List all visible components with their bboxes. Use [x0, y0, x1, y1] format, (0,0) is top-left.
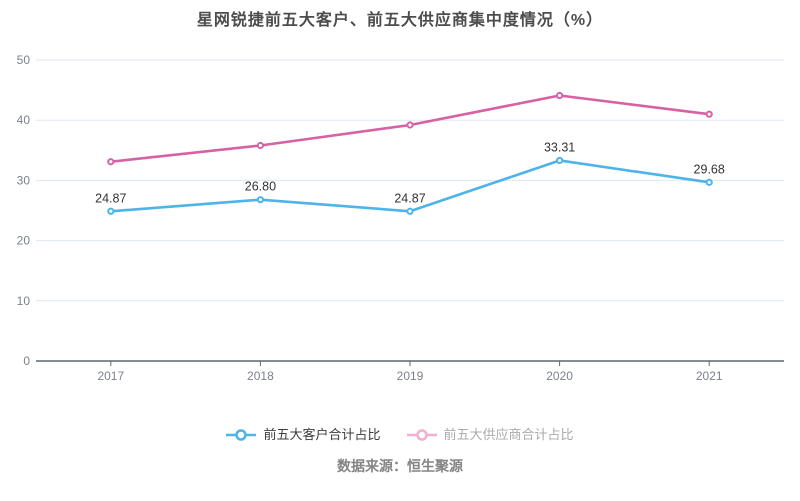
legend-item-label: 前五大客户合计占比 [263, 427, 381, 442]
legend-line-marker-icon [406, 428, 437, 442]
svg-text:26.80: 26.80 [245, 180, 276, 194]
svg-text:2020: 2020 [546, 369, 573, 383]
legend-line-marker-icon [226, 428, 257, 442]
legend-item-suppliers[interactable]: 前五大供应商合计占比 [406, 427, 574, 442]
svg-text:10: 10 [17, 294, 31, 308]
chart-legend: 前五大客户合计占比 前五大供应商合计占比 [0, 428, 800, 442]
svg-text:0: 0 [23, 354, 30, 368]
svg-text:30: 30 [17, 173, 31, 187]
svg-text:40: 40 [17, 113, 31, 127]
svg-text:2019: 2019 [397, 369, 424, 383]
svg-text:50: 50 [17, 53, 31, 67]
legend-item-label: 前五大供应商合计占比 [443, 427, 574, 442]
chart-title: 星网锐捷前五大客户、前五大供应商集中度情况（%） [196, 12, 604, 29]
line-chart-plot-area: 0 10 20 30 40 50 2017 2018 2019 2020 2021 24.87 26.8… [17, 53, 784, 383]
svg-text:20: 20 [17, 234, 31, 248]
legend-item-customers[interactable]: 前五大客户合计占比 [226, 427, 381, 442]
data-source-caption: 数据来源：恒生聚源 [337, 458, 463, 474]
svg-text:24.87: 24.87 [394, 191, 425, 205]
svg-text:2017: 2017 [97, 369, 124, 383]
svg-text:2021: 2021 [696, 369, 723, 383]
svg-text:2018: 2018 [247, 369, 274, 383]
svg-text:33.31: 33.31 [544, 140, 575, 154]
svg-text:29.68: 29.68 [694, 162, 725, 176]
svg-text:24.87: 24.87 [95, 191, 126, 205]
